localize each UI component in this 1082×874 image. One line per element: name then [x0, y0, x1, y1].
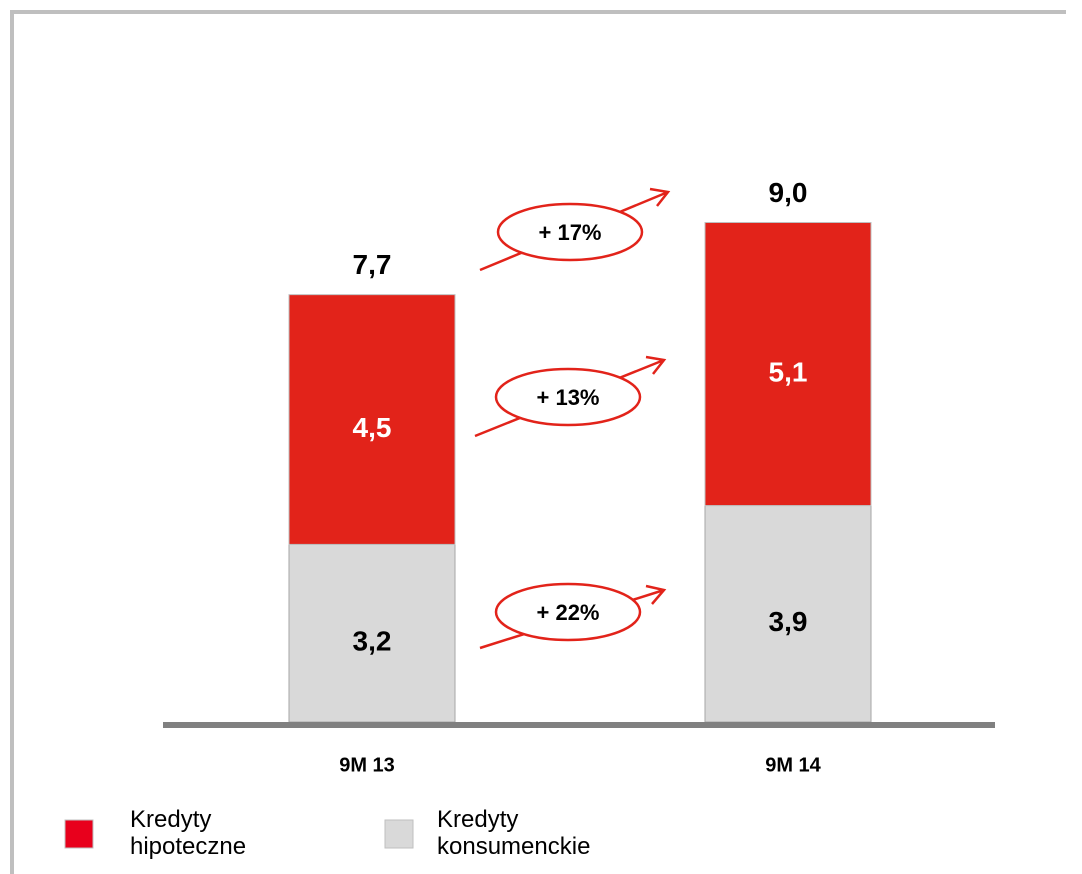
legend-label: Kredyty hipoteczne [130, 806, 247, 860]
bar-segment [288, 294, 456, 545]
baseline [163, 722, 995, 728]
legend-swatch [64, 819, 94, 849]
legend-swatch [384, 819, 414, 849]
value-label: 5,1 [769, 356, 808, 387]
growth-arrows [474, 187, 671, 650]
annotation: + 17% [539, 220, 602, 245]
total-label: 7,7 [353, 249, 392, 280]
value-label: 3,2 [353, 626, 392, 657]
bar-segment [704, 505, 872, 723]
annotation: + 13% [537, 385, 600, 410]
annotation: + 22% [537, 600, 600, 625]
x-tick-label: 9M 14 [765, 754, 821, 776]
bar-segment [704, 222, 872, 507]
total-label: 9,0 [769, 177, 808, 208]
x-tick-label: 9M 13 [339, 754, 395, 776]
value-label: 3,9 [769, 606, 808, 637]
legend-label: Kredyty konsumenckie [437, 806, 591, 860]
value-label: 4,5 [353, 412, 392, 443]
bar-segment [288, 543, 456, 723]
